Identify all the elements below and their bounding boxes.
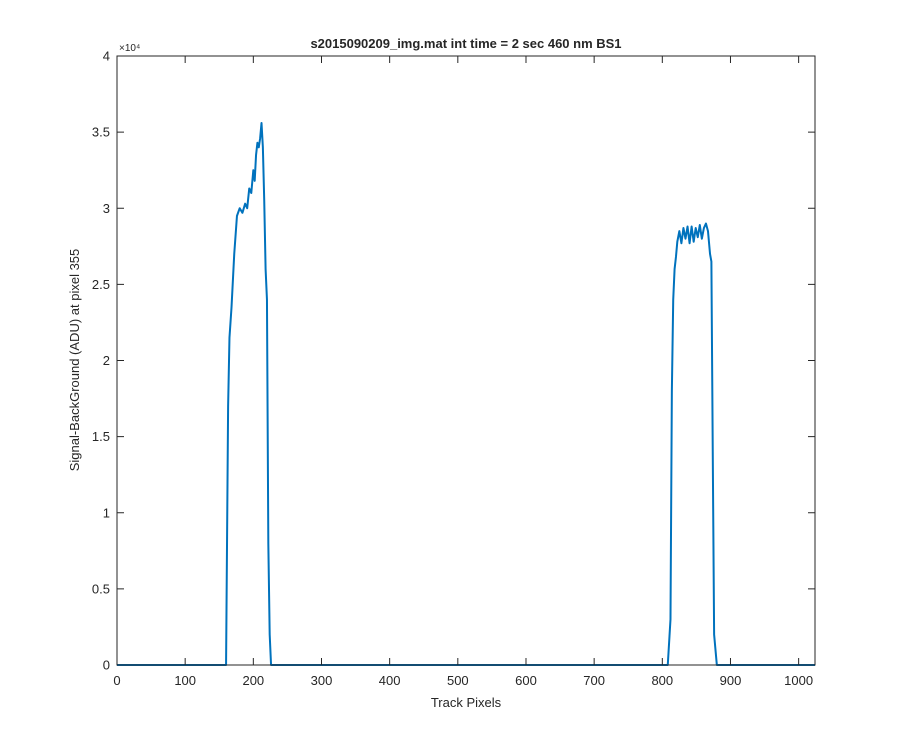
x-tick-label: 700	[583, 673, 605, 688]
y-tick-label: 1	[103, 505, 110, 520]
y-tick-label: 0.5	[92, 581, 110, 596]
axes-layer: 0 100 200 300 400 500 600 700 800 900 1000 0 0.5 1 1.5…	[92, 49, 816, 688]
y-tick-label: 4	[103, 49, 110, 64]
x-tick-label: 900	[720, 673, 742, 688]
x-tick-label: 500	[447, 673, 469, 688]
x-tick-label: 200	[242, 673, 264, 688]
y-tick-label: 1.5	[92, 429, 110, 444]
x-tick-label: 1000	[784, 673, 813, 688]
chart-title: s2015090209_img.mat int time = 2 sec 460…	[310, 36, 621, 51]
x-axis-label: Track Pixels	[431, 695, 502, 710]
x-tick-label: 0	[113, 673, 120, 688]
y-tick-label: 2.5	[92, 277, 110, 292]
y-axis-label: Signal-BackGround (ADU) at pixel 355	[67, 249, 82, 472]
y-tick-label: 3.5	[92, 125, 110, 140]
y-tick-label: 2	[103, 353, 110, 368]
y-tick-label: 0	[103, 658, 110, 673]
y-tick-label: 3	[103, 201, 110, 216]
x-tick-label: 600	[515, 673, 537, 688]
x-tick-label: 400	[379, 673, 401, 688]
x-tick-label: 300	[311, 673, 333, 688]
y-axis-exponent-label: ×10⁴	[119, 43, 140, 54]
x-tick-label: 800	[651, 673, 673, 688]
x-tick-label: 100	[174, 673, 196, 688]
plot-area	[117, 56, 815, 665]
